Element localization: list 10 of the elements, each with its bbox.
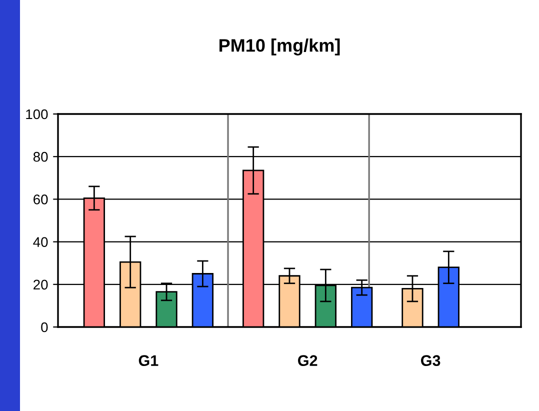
y-tick-label: 60	[34, 194, 48, 204]
chart-title: PM10 [mg/km]	[220, 38, 340, 56]
y-tick-label: 100	[26, 109, 48, 120]
y-tick-label: 80	[33, 152, 48, 162]
x-tick-label: G1	[138, 355, 158, 366]
x-tick-label: G2	[298, 355, 318, 366]
y-tick-label: 40	[33, 237, 48, 247]
y-tick-label: 20	[34, 280, 48, 290]
y-tick-label: 0	[41, 322, 48, 332]
x-tick-label: G3	[421, 355, 440, 366]
